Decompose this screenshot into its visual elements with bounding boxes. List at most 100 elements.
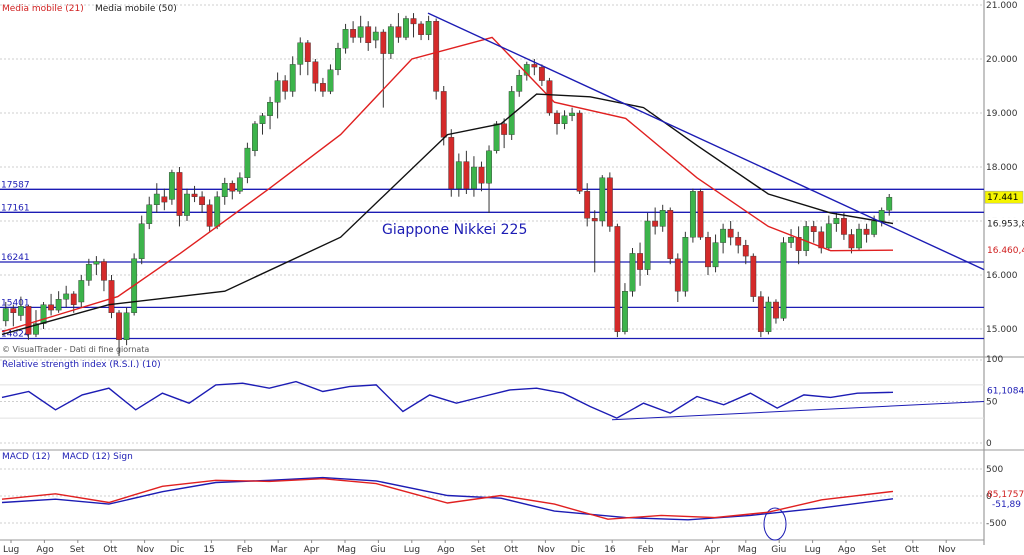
candle-body [327, 69, 334, 92]
candle-body [448, 137, 455, 189]
candle-body [214, 196, 221, 227]
x-tick-label: Mag [738, 545, 757, 555]
macd-tick-label: 0 [986, 492, 992, 502]
candle-body [282, 80, 289, 92]
candle-body [531, 64, 538, 68]
x-tick-label: Feb [237, 545, 253, 555]
candle-body [108, 280, 115, 313]
x-tick-label: Ago [36, 545, 54, 555]
candle-body [33, 323, 39, 335]
candle-body [252, 123, 258, 152]
candle-body [259, 115, 266, 124]
trendlines [427, 12, 985, 541]
candle-body [841, 218, 847, 235]
macd-value-badge: -51,89 [992, 500, 1021, 510]
candle-body [659, 209, 666, 227]
candle-body [357, 26, 364, 38]
rsi-tick-label: 50 [986, 398, 998, 408]
candle-body [146, 204, 153, 224]
candle-body [372, 31, 379, 41]
x-tick-label: Mar [270, 545, 287, 555]
candle-body [123, 312, 130, 340]
x-axis-labels: Lug Ago Set Ott Nov Dic 15 Feb Mar Apr Mag Giu Lug Ag… [3, 540, 956, 555]
price-trendline [427, 12, 985, 271]
x-tick-label: Set [471, 545, 486, 555]
candle-body [712, 242, 719, 268]
price-gridlines [0, 4, 984, 330]
candle-body [569, 112, 576, 116]
candle-body [380, 31, 387, 54]
x-tick-label: 15 [203, 545, 214, 555]
x-tick-label: 16 [604, 545, 616, 555]
candle-body [199, 196, 206, 205]
price-value-badge-text: 16.953,8 [987, 220, 1024, 230]
price-tick-label: 18.000 [986, 163, 1018, 173]
candle-body [848, 234, 855, 249]
candle-body [599, 177, 606, 222]
candle-body [538, 66, 545, 81]
candle-body [78, 280, 85, 303]
candle-body [40, 304, 47, 324]
candle-body [425, 21, 432, 35]
x-tick-label: Ago [437, 545, 455, 555]
level-label: 17161 [1, 203, 30, 213]
macd-signal-line [1, 477, 894, 520]
candle-body [229, 182, 236, 192]
candle-body [576, 112, 583, 192]
x-tick-label: Ago [838, 545, 856, 555]
x-tick-label: Nov [537, 545, 555, 555]
x-tick-label: Lug [404, 545, 420, 555]
candle-body [433, 21, 440, 92]
candle-body [871, 220, 878, 235]
candle-body [335, 48, 341, 71]
rsi-gridlines [0, 359, 984, 444]
price-value-badge-text: 17.441 [987, 193, 1019, 203]
candle-body [101, 261, 107, 281]
candle-body [10, 308, 17, 314]
candle-body [810, 226, 817, 232]
candle-body [697, 191, 704, 238]
candle-body [93, 261, 100, 265]
x-tick-label: Dic [170, 545, 184, 555]
candle-body [267, 101, 273, 116]
candle-body [236, 177, 243, 192]
price-tick-label: 20.000 [986, 55, 1018, 65]
macd-tick-label: 500 [986, 465, 1003, 475]
candle-body [48, 304, 54, 311]
x-tick-label: Set [871, 545, 886, 555]
level-label: 17587 [1, 180, 30, 190]
price-value-badge [985, 217, 1023, 230]
x-tick-label: Lug [3, 545, 19, 555]
candle-body [70, 293, 77, 305]
candle-body [818, 231, 825, 249]
x-tick-label: Mar [671, 545, 688, 555]
moving-average-lines [1, 36, 894, 336]
candle-body [757, 296, 764, 332]
candle-body [312, 61, 319, 84]
candle-body [350, 29, 357, 38]
candle-body [463, 161, 470, 189]
chart-title: Giappone Nikkei 225 [382, 222, 527, 238]
candle-body [184, 193, 190, 216]
candle-body [161, 196, 168, 203]
candle-body [788, 236, 794, 243]
candle-body [387, 26, 394, 54]
candle-body [244, 147, 251, 179]
candle-body [168, 172, 175, 200]
candle-body [606, 177, 613, 227]
ma50-line [1, 93, 894, 336]
level-label: 14824 [1, 330, 30, 340]
x-tick-label: Lug [805, 545, 821, 555]
candle-body [138, 223, 145, 259]
candle-body [561, 115, 568, 124]
x-tick-label: Giu [771, 545, 786, 555]
candlestick-series [2, 13, 893, 356]
candle-body [705, 236, 711, 268]
candle-body [221, 182, 228, 197]
price-tick-label: 15.000 [986, 325, 1018, 335]
x-tick-label: Ott [103, 545, 118, 555]
candle-body [297, 42, 304, 65]
candle-body [63, 293, 70, 300]
candle-body [319, 83, 326, 92]
x-tick-label: Apr [704, 545, 720, 555]
